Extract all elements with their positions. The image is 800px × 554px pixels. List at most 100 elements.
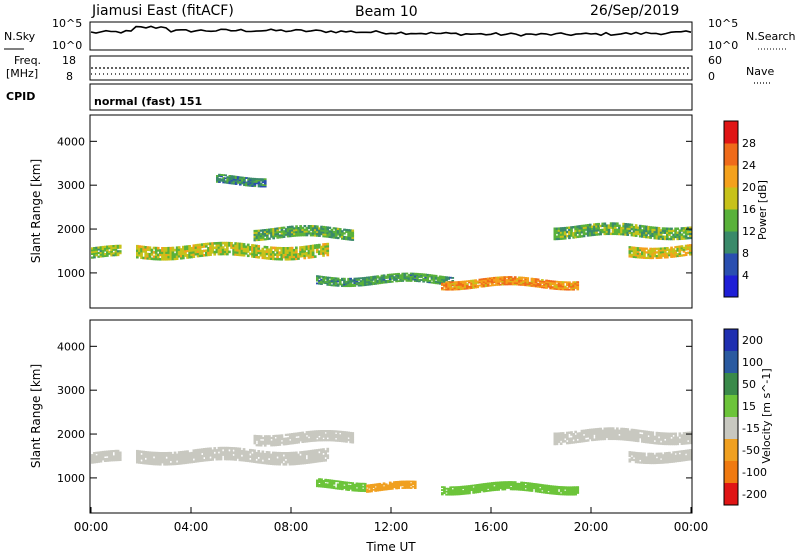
echo-cell	[472, 285, 475, 288]
echo-cell	[303, 228, 307, 231]
echo-cell	[276, 236, 280, 239]
echo-cell	[566, 487, 569, 490]
echo-cell	[361, 280, 365, 282]
echo-cell	[194, 246, 198, 249]
echo-cell	[482, 281, 486, 283]
echo-cell	[353, 486, 357, 489]
echo-cell	[224, 177, 227, 180]
echo-cell	[307, 226, 311, 230]
echo-cell	[611, 226, 615, 229]
echo-cell	[332, 479, 336, 482]
echo-cell	[276, 434, 280, 437]
echo-cell	[655, 256, 659, 260]
colorbar-swatch	[724, 165, 738, 188]
echo-cell	[320, 481, 323, 484]
echo-cell	[659, 249, 663, 252]
echo-cell	[491, 283, 494, 285]
echo-cell	[620, 431, 623, 435]
echo-cell	[678, 233, 682, 236]
echo-cell	[478, 281, 482, 284]
echo-cell	[211, 458, 214, 461]
echo-cell	[150, 453, 154, 457]
echo-cell	[253, 244, 256, 247]
echo-cell	[611, 437, 615, 441]
echo-cell	[255, 460, 258, 464]
echo-cell	[223, 248, 227, 251]
echo-cell	[499, 283, 502, 286]
echo-cell	[213, 453, 217, 457]
echo-cell	[309, 232, 313, 235]
echo-cell	[645, 227, 648, 231]
echo-cell	[259, 249, 263, 253]
echo-cell	[338, 235, 342, 238]
echo-cell	[242, 245, 246, 248]
echo-cell	[649, 247, 652, 250]
echo-cell	[561, 288, 565, 291]
echo-cell	[563, 285, 567, 288]
echo-cell	[382, 277, 386, 280]
echo-cell	[532, 485, 536, 488]
echo-cell	[295, 225, 298, 228]
echo-cell	[495, 489, 498, 491]
echo-cell	[474, 487, 477, 490]
echo-cell	[574, 229, 577, 233]
echo-cell	[682, 455, 686, 458]
echo-cell	[451, 486, 455, 489]
echo-cell	[630, 248, 634, 251]
echo-cell	[659, 254, 663, 258]
echo-cell	[484, 488, 488, 491]
echo-cell	[315, 244, 319, 247]
echo-cell	[97, 451, 101, 454]
echo-cell	[341, 483, 344, 486]
echo-cell	[549, 485, 552, 488]
echo-cell	[110, 459, 113, 462]
echo-cell	[188, 247, 191, 250]
echo-cell	[572, 287, 575, 290]
echo-cell	[553, 286, 557, 289]
echo-cell	[259, 236, 263, 240]
echo-cell	[566, 234, 569, 238]
echo-cell	[586, 234, 590, 237]
echo-cell	[605, 429, 609, 432]
echo-cell	[291, 440, 294, 443]
echo-cell	[497, 485, 500, 488]
echo-cell	[223, 453, 227, 456]
echo-cell	[299, 250, 302, 254]
echo-cell	[311, 460, 315, 464]
noise-tick-left-bottom: 10^0	[52, 39, 82, 52]
echo-cell	[613, 228, 617, 231]
echo-cell	[272, 456, 275, 459]
echo-cell	[305, 436, 309, 439]
echo-cell	[513, 485, 517, 488]
echo-cell	[284, 441, 288, 444]
echo-cell	[561, 284, 565, 286]
echo-cell	[316, 229, 319, 232]
echo-cell	[555, 231, 559, 234]
echo-cell	[159, 452, 162, 455]
echo-cell	[670, 460, 673, 463]
echo-cell	[466, 492, 469, 495]
echo-cell	[228, 455, 231, 459]
echo-cell	[447, 288, 450, 291]
cpid-label: CPID	[6, 90, 35, 103]
echo-cell	[555, 237, 559, 241]
echo-cell	[230, 242, 233, 245]
echo-cell	[501, 282, 505, 284]
echo-cell	[108, 453, 111, 457]
echo-cell	[493, 276, 496, 279]
echo-cell	[378, 276, 382, 279]
echo-cell	[588, 436, 592, 440]
echo-cell	[159, 253, 162, 257]
echo-cell	[313, 255, 317, 258]
echo-cell	[520, 281, 523, 283]
echo-cell	[511, 485, 515, 488]
echo-cell	[649, 439, 652, 442]
echo-cell	[461, 282, 465, 285]
echo-cell	[468, 492, 471, 495]
echo-cell	[332, 487, 336, 490]
echo-cell	[353, 282, 357, 284]
echo-cell	[336, 439, 340, 442]
echo-cell	[103, 249, 107, 252]
noise-panel: N.Sky 10^5 10^0 10^5 10^0 N.Search	[4, 17, 796, 52]
echo-cell	[345, 280, 348, 283]
